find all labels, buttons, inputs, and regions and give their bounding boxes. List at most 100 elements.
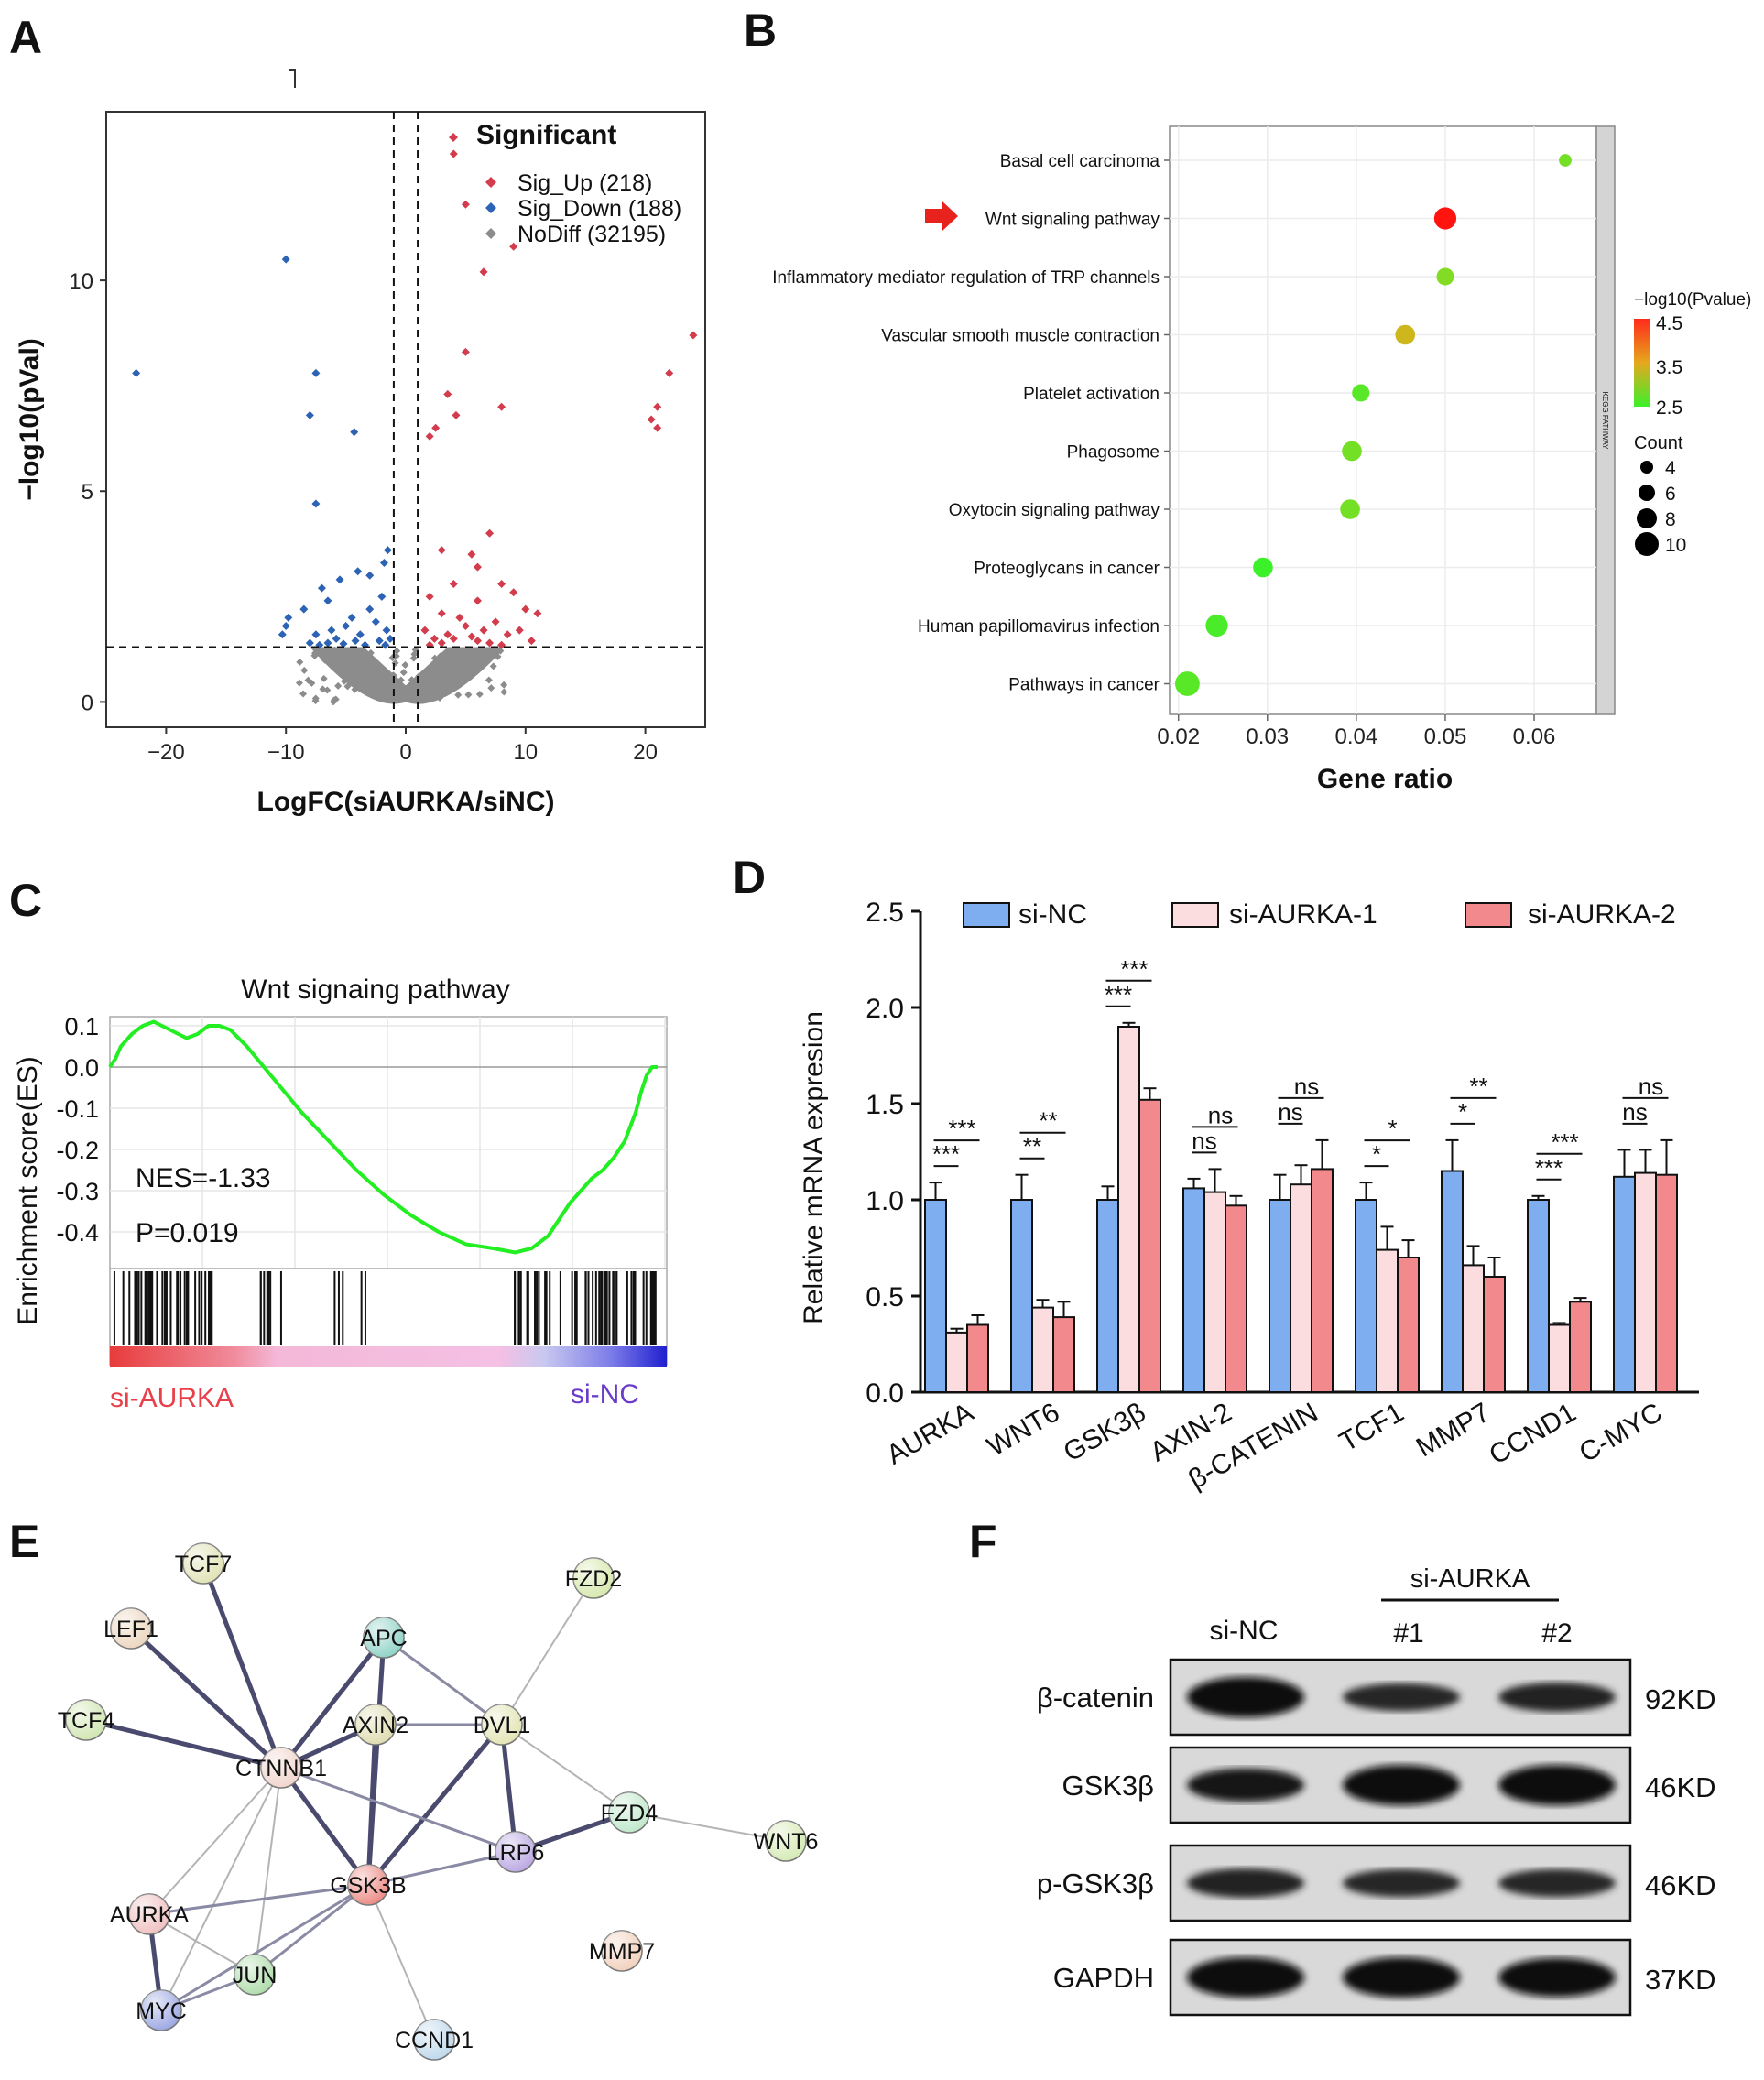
network-edge [501,1577,594,1726]
bar [1311,1168,1334,1394]
kegg-bubble [1342,441,1362,462]
kegg-term-label: Basal cell carcinoma [1000,152,1160,171]
kegg-term-label: Human papillomavirus infection [918,617,1160,637]
panel-label-c: C [9,875,42,926]
sig-up-point [479,626,488,635]
sig-label-2: *** [948,1115,975,1142]
sig-up-point [533,609,542,618]
bar [924,1199,947,1393]
nodiff-point [366,648,375,657]
nodiff-point [400,695,408,703]
nodiff-point [441,664,449,672]
sig-down-point [355,630,365,639]
network-node-shade [348,1865,388,1905]
blot-band [1187,1677,1304,1717]
bar [1052,1316,1075,1393]
sig-down-point [281,622,290,631]
network-node-shade [355,1704,396,1745]
y-tick-label: 5 [82,480,93,505]
sig-up-point [461,200,470,209]
nodiff-point [500,688,508,696]
color-tick-high: 4.5 [1656,313,1682,334]
sig-up-point [473,596,482,605]
sig-up-point [665,368,674,377]
sig-label-1: *** [932,1140,960,1168]
nodiff-point [331,646,339,654]
blot-size-label: 46KD [1645,1869,1716,1901]
network-node-label: LRP6 [487,1840,545,1866]
bar [1569,1301,1592,1394]
gsea-title: Wnt signaing pathway [241,975,510,1005]
bar [1527,1199,1550,1393]
blot-band [1187,1957,1304,1998]
bar [1290,1183,1312,1393]
network-edge [148,1883,369,1916]
blot-band [1498,1683,1616,1712]
kegg-bubble [1175,671,1200,696]
crop-mark [289,69,296,88]
kegg-xtick-label: 0.04 [1335,724,1378,749]
bar [1355,1199,1377,1393]
nodiff-point [437,671,445,680]
kegg-facet-strip [1595,125,1616,715]
x-tick-label: 20 [633,740,658,765]
gsea-ytick-label: -0.1 [56,1095,99,1123]
sig-down-point [383,546,392,555]
sig-up-point [485,638,495,648]
blot-protein-label: β-catenin [1037,1682,1154,1714]
nodiff-point [500,681,508,689]
nodiff-point [463,649,472,658]
network-node-label: JUN [233,1963,278,1988]
blot-band [1343,1868,1460,1898]
sig-down-point [323,638,332,648]
nodiff-point [343,654,352,662]
network-node-shade [609,1792,649,1833]
nodiff-point [321,656,329,664]
nodiff-point [430,654,439,662]
network-node-label: GSK3B [330,1873,406,1899]
network-node-label: FZD4 [601,1801,659,1826]
sig-label-1: *** [1535,1154,1563,1182]
sig-up-point [521,604,530,614]
kegg-term-label: Oxytocin signaling pathway [949,501,1160,520]
bar [1483,1276,1506,1393]
nodiff-point [340,677,348,685]
network-node-shade [183,1543,223,1584]
nodiff-point [489,662,497,670]
kegg-xtick-label: 0.06 [1513,724,1556,749]
color-legend-title: −log10(Pvalue) [1634,290,1751,310]
sig-label-1: ns [1278,1098,1302,1126]
blot-protein-label: p-GSK3β [1037,1868,1154,1900]
bar [1203,1191,1226,1393]
kegg-xticks: 0.02 0.03 0.04 0.05 0.06 [1157,714,1555,749]
sig-up-point [491,617,500,626]
nodiff-point [408,676,416,684]
gsea-ytick-label: -0.2 [56,1137,99,1164]
kegg-xtick-label: 0.05 [1424,724,1467,749]
network-node-label: MMP7 [589,1939,655,1965]
kegg-bubble [1433,207,1457,230]
kegg-facet-label: KEGG PATHWAY [1601,392,1609,450]
sig-down-point [379,558,388,567]
x-tick-label: 10 [513,740,538,765]
sig-label-2: * [1388,1115,1397,1142]
network-node-label: TCF4 [58,1708,115,1734]
panel-label-a: A [9,12,42,63]
bar [1182,1187,1205,1394]
nodiff-point [496,647,505,655]
legend-title: Significant [476,120,616,150]
sig-down-point [351,637,360,646]
network-node-shade [602,1931,642,1971]
kegg-bubble [1340,499,1360,519]
panel-label-e: E [9,1516,39,1567]
sig-down-point [375,637,384,646]
nodiff-point [343,682,352,691]
gsea-ytick-label: -0.3 [56,1178,99,1205]
network-nodes: TCF7 LEF1 TCF4 APC AXIN2 DVL1 FZD2 CTNNB1 FZD4 WN… [58,1542,818,2061]
nodiff-point [352,679,360,687]
kegg-bubble [1436,267,1454,286]
network-edge [499,1724,518,1853]
sig-up-point [509,242,518,251]
blot-size-label: 92KD [1645,1683,1716,1715]
